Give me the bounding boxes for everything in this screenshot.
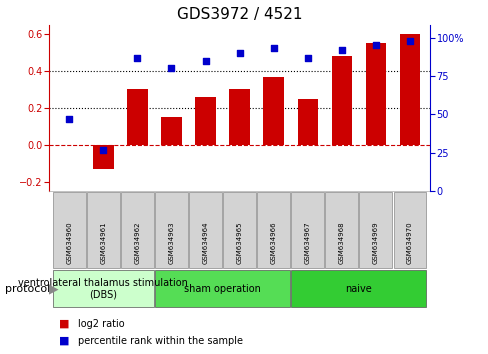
Title: GDS3972 / 4521: GDS3972 / 4521 [177, 7, 302, 22]
Point [269, 46, 277, 51]
FancyBboxPatch shape [359, 192, 391, 268]
FancyBboxPatch shape [155, 270, 289, 307]
FancyBboxPatch shape [257, 192, 289, 268]
Bar [365, 43, 385, 145]
Point [337, 47, 345, 53]
Text: protocol: protocol [5, 284, 50, 293]
Text: GSM634960: GSM634960 [66, 222, 72, 264]
Bar [399, 34, 419, 145]
Point [235, 50, 243, 56]
Text: GSM634965: GSM634965 [236, 222, 242, 264]
Text: ■: ■ [59, 336, 73, 346]
Point [99, 147, 107, 153]
Text: GSM634961: GSM634961 [100, 222, 106, 264]
Bar [331, 56, 351, 145]
Text: sham operation: sham operation [184, 284, 261, 293]
Bar [195, 97, 215, 145]
FancyBboxPatch shape [291, 192, 324, 268]
FancyBboxPatch shape [87, 192, 120, 268]
Bar [127, 90, 147, 145]
FancyBboxPatch shape [393, 192, 426, 268]
Text: ▶: ▶ [49, 282, 59, 295]
Text: GSM634962: GSM634962 [134, 222, 140, 264]
Text: GSM634964: GSM634964 [202, 222, 208, 264]
Text: GSM634966: GSM634966 [270, 222, 276, 264]
Text: ■: ■ [59, 319, 73, 329]
Point [201, 58, 209, 63]
Bar [297, 99, 317, 145]
Point [303, 55, 311, 61]
Bar [161, 117, 182, 145]
Text: GSM634967: GSM634967 [304, 222, 310, 264]
FancyBboxPatch shape [53, 192, 85, 268]
FancyBboxPatch shape [189, 192, 222, 268]
Text: naive: naive [345, 284, 371, 293]
Bar [229, 90, 249, 145]
Bar [263, 76, 284, 145]
Text: GSM634963: GSM634963 [168, 222, 174, 264]
Point [371, 42, 379, 48]
Text: ventrolateral thalamus stimulation
(DBS): ventrolateral thalamus stimulation (DBS) [19, 278, 188, 299]
Text: percentile rank within the sample: percentile rank within the sample [78, 336, 243, 346]
FancyBboxPatch shape [223, 192, 255, 268]
Text: GSM634969: GSM634969 [372, 222, 378, 264]
Point [167, 65, 175, 71]
Point [133, 55, 141, 61]
Bar [93, 145, 113, 169]
Text: GSM634970: GSM634970 [406, 222, 412, 264]
FancyBboxPatch shape [325, 192, 357, 268]
FancyBboxPatch shape [121, 192, 153, 268]
FancyBboxPatch shape [53, 270, 153, 307]
Point [65, 116, 73, 122]
Point [405, 38, 413, 44]
FancyBboxPatch shape [155, 192, 187, 268]
Text: log2 ratio: log2 ratio [78, 319, 124, 329]
Text: GSM634968: GSM634968 [338, 222, 344, 264]
FancyBboxPatch shape [291, 270, 426, 307]
